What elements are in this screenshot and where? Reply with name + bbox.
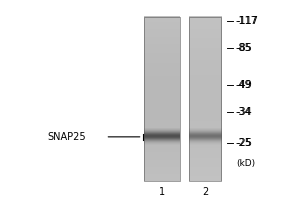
Text: -117: -117	[236, 16, 258, 26]
Text: -85: -85	[236, 43, 251, 53]
Text: -85: -85	[236, 43, 252, 53]
Bar	[144, 17, 180, 181]
Text: (kD): (kD)	[236, 159, 255, 168]
Text: -49: -49	[236, 80, 252, 90]
Text: -117: -117	[236, 16, 258, 26]
Text: SNAP25: SNAP25	[47, 132, 86, 142]
Text: -34: -34	[236, 107, 252, 117]
Text: 1: 1	[159, 187, 165, 197]
Text: 2: 2	[202, 187, 208, 197]
Bar	[189, 17, 221, 181]
Text: -49: -49	[236, 80, 251, 90]
Text: -25: -25	[236, 138, 252, 148]
Text: -34: -34	[236, 107, 251, 117]
Text: -25: -25	[236, 138, 252, 148]
